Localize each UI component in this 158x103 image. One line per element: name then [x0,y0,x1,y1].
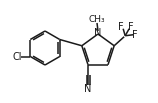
Text: F: F [118,22,124,32]
Text: F: F [132,30,138,40]
Text: CH₃: CH₃ [89,15,105,23]
Text: N: N [84,84,92,94]
Text: F: F [128,22,134,32]
Text: Cl: Cl [12,52,22,61]
Text: N: N [94,28,102,38]
